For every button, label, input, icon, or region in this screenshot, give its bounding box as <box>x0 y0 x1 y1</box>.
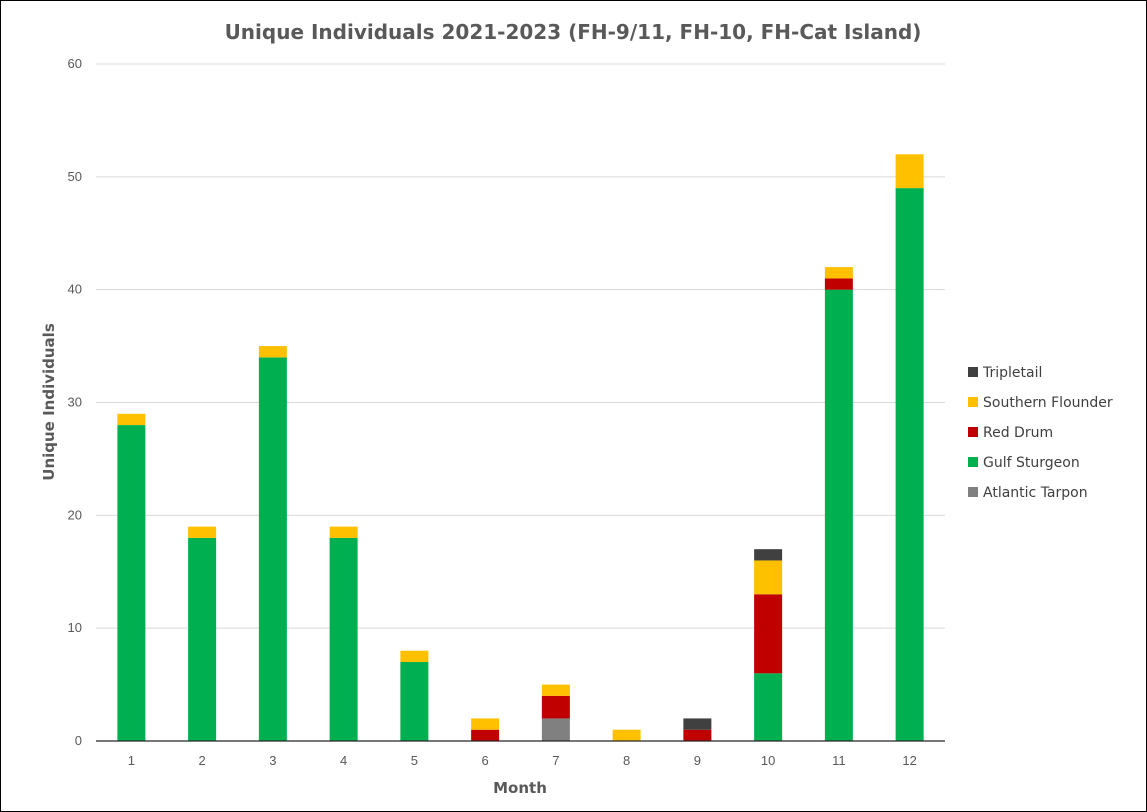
bar-segment-southern-flounder <box>329 526 358 538</box>
y-tick-label: 40 <box>68 282 82 297</box>
x-tick-label: 2 <box>199 753 206 768</box>
y-tick-label: 20 <box>68 507 82 522</box>
legend-swatch <box>968 397 978 407</box>
chart-title: Unique Individuals 2021-2023 (FH-9/11, F… <box>225 20 922 44</box>
bar-segment-tripletail <box>683 718 712 730</box>
x-tick-label: 5 <box>411 753 418 768</box>
y-tick-labels: 0 10 20 30 40 50 60 <box>68 56 82 748</box>
bar-segment-atlantic-tarpon <box>541 718 570 741</box>
x-tick-label: 12 <box>902 753 916 768</box>
bar-segment-gulf-sturgeon <box>188 537 217 741</box>
bar-segment-gulf-sturgeon <box>258 357 287 741</box>
x-tick-label: 1 <box>128 753 135 768</box>
legend-swatch <box>968 487 978 497</box>
gridlines <box>96 63 945 629</box>
bar-segment-gulf-sturgeon <box>117 425 146 741</box>
x-tick-label: 8 <box>623 753 630 768</box>
bar-segment-southern-flounder <box>258 346 287 358</box>
legend-swatch <box>968 457 978 467</box>
x-axis-title: Month <box>493 779 547 797</box>
y-tick-label: 60 <box>68 56 82 71</box>
bar-segment-southern-flounder <box>471 718 500 730</box>
bar-segment-red-drum <box>541 695 570 719</box>
y-tick-label: 50 <box>68 169 82 184</box>
bar-segment-southern-flounder <box>541 684 570 696</box>
bar-segment-red-drum <box>683 729 712 741</box>
legend-label: Gulf Sturgeon <box>983 455 1080 471</box>
legend-swatch <box>968 427 978 437</box>
bar-segment-red-drum <box>471 729 500 741</box>
x-tick-label: 9 <box>694 753 701 768</box>
legend-label: Southern Flounder <box>983 395 1113 411</box>
bar-segment-gulf-sturgeon <box>824 289 853 741</box>
x-tick-labels: 1 2 3 4 5 6 7 8 9 10 11 12 <box>128 753 917 768</box>
bar-segment-gulf-sturgeon <box>329 537 358 741</box>
legend-label: Tripletail <box>982 365 1042 381</box>
bar-segment-red-drum <box>754 594 783 674</box>
y-axis-title: Unique Individuals <box>40 323 58 481</box>
legend: Tripletail Southern Flounder Red Drum Gulf … <box>968 365 1113 501</box>
bar-segment-southern-flounder <box>895 154 924 189</box>
bar-segment-southern-flounder <box>612 729 641 741</box>
bar-segment-southern-flounder <box>754 560 783 595</box>
legend-swatch <box>968 367 978 377</box>
bar-segment-gulf-sturgeon <box>895 188 924 741</box>
legend-label: Atlantic Tarpon <box>983 485 1088 501</box>
bar-segment-southern-flounder <box>188 526 217 538</box>
x-tick-label: 7 <box>552 753 559 768</box>
bar-segment-gulf-sturgeon <box>754 673 783 741</box>
bar-segment-southern-flounder <box>824 267 853 279</box>
bars <box>117 154 924 741</box>
x-tick-label: 11 <box>832 753 846 768</box>
bar-segment-southern-flounder <box>400 650 429 663</box>
y-tick-label: 0 <box>75 733 82 748</box>
y-tick-label: 30 <box>68 395 82 410</box>
bar-segment-red-drum <box>824 278 853 290</box>
x-tick-label: 3 <box>269 753 276 768</box>
bar-segment-southern-flounder <box>117 413 146 426</box>
legend-label: Red Drum <box>983 425 1053 441</box>
x-tick-label: 6 <box>482 753 489 768</box>
y-tick-label: 10 <box>68 620 82 635</box>
x-tick-label: 10 <box>761 753 775 768</box>
bar-segment-tripletail <box>754 549 783 561</box>
x-tick-label: 4 <box>340 753 347 768</box>
bar-segment-gulf-sturgeon <box>400 662 429 741</box>
